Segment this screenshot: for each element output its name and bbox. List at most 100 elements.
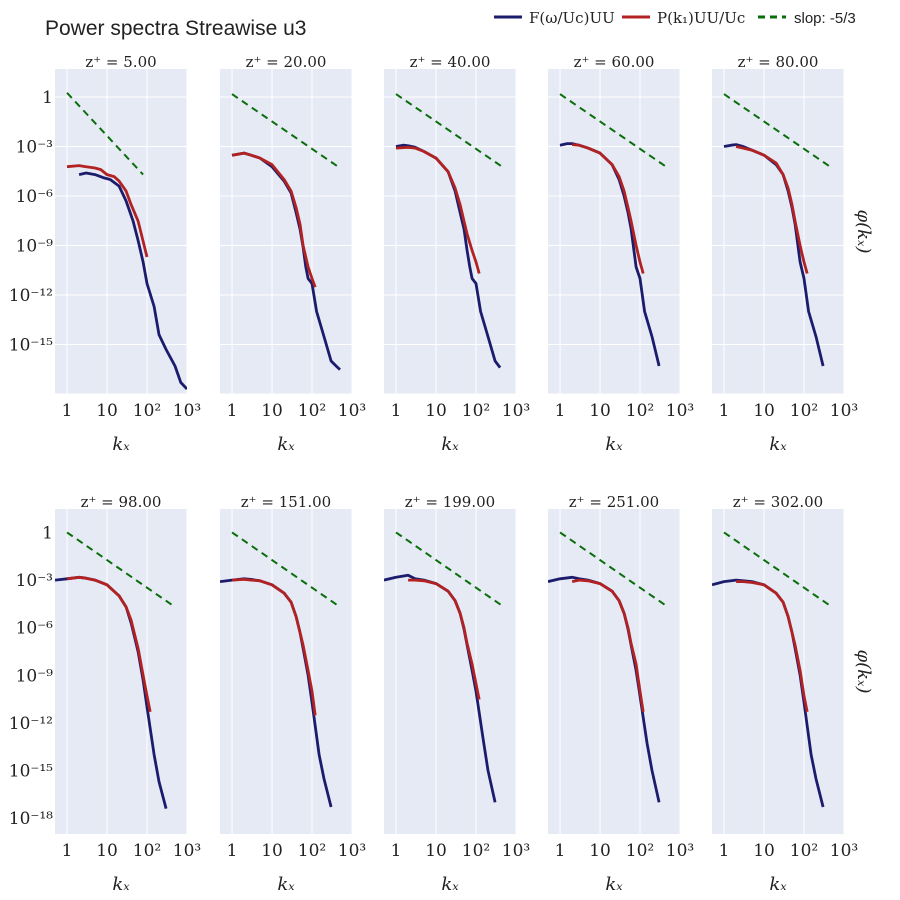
- x-tick-label: 1: [227, 401, 238, 421]
- panel-subtitle: z⁺ = 20.00: [246, 53, 327, 71]
- plot-area: [548, 69, 680, 394]
- panel-5: z⁺ = 98.00 1 10 10² 10³ kₓ 1 10⁻³ 10⁻⁶ 10⁻⁹ 10⁻¹² 1…: [9, 493, 201, 895]
- series-line-2: [395, 531, 505, 608]
- plot-area: [712, 69, 844, 394]
- x-tick-label: 10: [261, 841, 283, 861]
- series-group: [712, 531, 833, 808]
- series-line-2: [231, 93, 341, 169]
- series-line-1: [408, 578, 481, 700]
- y-tick-label: 10⁻³: [16, 138, 53, 158]
- panel-subtitle: z⁺ = 251.00: [569, 493, 659, 511]
- x-tick-label: 10³: [830, 401, 858, 421]
- grid: [712, 69, 845, 395]
- x-tick-label: 10³: [666, 841, 694, 861]
- series-line-2: [66, 92, 144, 176]
- panel-subtitle: z⁺ = 80.00: [738, 53, 819, 71]
- panel-1: z⁺ = 20.00 1 10 10² 10³ kₓ: [220, 53, 366, 455]
- legend: F(ω/Uc)UU P(k₁)UU/Uc slop: -5/3: [494, 9, 856, 27]
- y-tick-label: 10⁻⁹: [16, 666, 54, 686]
- series-line-2: [559, 93, 669, 169]
- x-tick-label: 1: [391, 401, 402, 421]
- x-axis-label: kₓ: [605, 874, 623, 895]
- x-tick-label: 10²: [462, 841, 490, 861]
- x-tick-label: 10: [589, 841, 611, 861]
- panel-4: z⁺ = 80.00 1 10 10² 10³ kₓ φ(kₓ): [712, 53, 874, 455]
- x-axis-label: kₓ: [441, 434, 459, 455]
- grid: [559, 509, 681, 834]
- x-tick-label: 10: [96, 841, 118, 861]
- x-tick-label: 10²: [133, 401, 161, 421]
- x-tick-label: 10: [96, 401, 118, 421]
- y-tick-label: 10⁻⁶: [16, 187, 54, 207]
- series-group: [395, 93, 505, 369]
- x-tick-label: 10: [425, 841, 447, 861]
- series-line-1: [231, 578, 317, 716]
- y-tick-label: 10⁻⁹: [16, 237, 54, 257]
- x-tick-label: 10³: [502, 401, 530, 421]
- plot-area: [548, 509, 680, 834]
- x-tick-label: 10: [261, 401, 283, 421]
- panel-7: z⁺ = 199.00 1 10 10² 10³ kₓ: [384, 493, 530, 895]
- x-axis-label: kₓ: [112, 434, 130, 455]
- x-tick-label: 1: [62, 841, 73, 861]
- panel-8: z⁺ = 251.00 1 10 10² 10³ kₓ: [548, 493, 694, 895]
- series-group: [384, 531, 505, 803]
- plot-area: [712, 509, 844, 834]
- y-tick-label: 10⁻¹²: [9, 286, 53, 306]
- chart-title: Power spectra Streawise u3: [45, 17, 306, 40]
- y-tick-label: 10⁻³: [16, 571, 53, 591]
- panel-6: z⁺ = 151.00 1 10 10² 10³ kₓ: [220, 493, 366, 895]
- series-group: [231, 93, 341, 371]
- plot-area: [55, 69, 187, 394]
- legend-label-2: slop: -5/3: [794, 10, 856, 27]
- series-line-2: [231, 531, 341, 608]
- x-axis-label: kₓ: [769, 434, 787, 455]
- series-group: [220, 531, 341, 808]
- series-group: [723, 93, 833, 367]
- legend-entry-1: P(k₁)UU/Uc: [622, 9, 745, 27]
- plot-area: [55, 509, 187, 834]
- y-tick-label: 1: [42, 523, 53, 543]
- panels: z⁺ = 5.00 1 10 10² 10³ kₓ 1 10⁻³ 10⁻⁶ 10⁻⁹ 10⁻¹² 10…: [9, 53, 874, 895]
- series-line-1: [231, 151, 317, 288]
- series-line-2: [559, 531, 669, 608]
- y-axis-label: φ(kₓ): [853, 650, 874, 694]
- y-tick-label: 10⁻¹⁵: [9, 336, 53, 356]
- series-line-1: [66, 575, 152, 713]
- legend-entry-0: F(ω/Uc)UU: [494, 9, 615, 27]
- series-line-1: [66, 164, 149, 258]
- x-tick-label: 10²: [626, 401, 654, 421]
- panel-subtitle: z⁺ = 199.00: [405, 493, 495, 511]
- grid: [231, 509, 353, 834]
- x-tick-label: 1: [719, 841, 730, 861]
- panel-subtitle: z⁺ = 5.00: [85, 53, 156, 71]
- series-line-1: [735, 145, 809, 274]
- y-tick-label: 10⁻¹²: [9, 714, 53, 734]
- panel-9: z⁺ = 302.00 1 10 10² 10³ kₓ φ(kₓ): [712, 493, 874, 895]
- plot-area: [220, 69, 352, 394]
- series-group: [548, 531, 669, 803]
- legend-entry-2: slop: -5/3: [758, 10, 856, 27]
- series-line-2: [723, 531, 833, 608]
- x-tick-label: 10³: [173, 841, 201, 861]
- y-tick-label: 10⁻⁶: [16, 619, 54, 639]
- series-line-2: [723, 93, 833, 169]
- x-tick-label: 1: [555, 841, 566, 861]
- x-tick-label: 10³: [338, 841, 366, 861]
- legend-label-1: P(k₁)UU/Uc: [657, 9, 745, 27]
- x-tick-label: 10: [425, 401, 447, 421]
- x-axis-label: kₓ: [277, 874, 295, 895]
- x-tick-label: 10: [589, 401, 611, 421]
- grid: [548, 69, 681, 395]
- y-axis-label: φ(kₓ): [853, 210, 874, 254]
- series-group: [66, 92, 187, 390]
- grid: [66, 509, 188, 834]
- grid: [395, 509, 517, 834]
- x-tick-label: 10: [753, 401, 775, 421]
- x-tick-label: 10²: [626, 841, 654, 861]
- panel-3: z⁺ = 60.00 1 10 10² 10³ kₓ: [548, 53, 694, 455]
- plot-area: [220, 509, 352, 834]
- panel-subtitle: z⁺ = 40.00: [410, 53, 491, 71]
- x-tick-label: 10²: [790, 401, 818, 421]
